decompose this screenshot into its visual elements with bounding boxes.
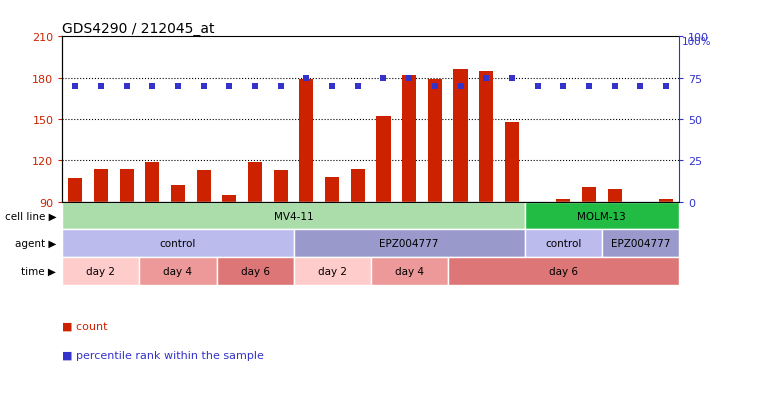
Point xyxy=(480,75,492,82)
Bar xyxy=(139,257,216,285)
Text: ■ count: ■ count xyxy=(62,321,108,331)
Bar xyxy=(68,179,82,202)
Bar xyxy=(454,70,467,202)
Bar xyxy=(294,230,524,257)
Bar xyxy=(196,171,211,202)
Point xyxy=(120,83,132,90)
Bar xyxy=(402,76,416,202)
Point xyxy=(352,83,364,90)
Point xyxy=(506,75,518,82)
Bar xyxy=(371,257,447,285)
Text: day 6: day 6 xyxy=(549,266,578,276)
Bar xyxy=(299,80,314,202)
Text: day 4: day 4 xyxy=(395,266,424,276)
Point xyxy=(326,83,338,90)
Point xyxy=(249,83,261,90)
Bar xyxy=(556,199,570,202)
Bar xyxy=(524,202,679,230)
Point xyxy=(531,83,543,90)
Text: day 2: day 2 xyxy=(87,266,116,276)
Point xyxy=(69,83,81,90)
Bar xyxy=(582,187,596,202)
Bar xyxy=(524,230,602,257)
Point xyxy=(198,83,210,90)
Bar xyxy=(62,230,294,257)
Text: day 6: day 6 xyxy=(240,266,269,276)
Point xyxy=(609,83,621,90)
Bar xyxy=(607,190,622,202)
Bar xyxy=(94,169,108,202)
Bar xyxy=(145,162,159,202)
Bar xyxy=(274,171,288,202)
Bar xyxy=(119,169,134,202)
Bar xyxy=(222,195,237,202)
Text: EPZ004777: EPZ004777 xyxy=(380,239,439,249)
Bar xyxy=(377,117,390,202)
Bar xyxy=(171,186,185,202)
Text: time ▶: time ▶ xyxy=(21,266,56,276)
Text: ■ percentile rank within the sample: ■ percentile rank within the sample xyxy=(62,350,264,360)
Point xyxy=(275,83,287,90)
Point xyxy=(377,75,390,82)
Point xyxy=(172,83,184,90)
Text: MOLM-13: MOLM-13 xyxy=(578,211,626,221)
Bar xyxy=(325,178,339,202)
Text: control: control xyxy=(545,239,581,249)
Point xyxy=(557,83,569,90)
Bar xyxy=(428,80,442,202)
Bar xyxy=(216,257,294,285)
Bar xyxy=(62,257,139,285)
Text: day 4: day 4 xyxy=(164,266,193,276)
Point xyxy=(428,83,441,90)
Bar xyxy=(447,257,679,285)
Bar xyxy=(479,71,493,202)
Text: EPZ004777: EPZ004777 xyxy=(610,239,670,249)
Point xyxy=(223,83,235,90)
Point xyxy=(634,83,646,90)
Bar xyxy=(62,202,524,230)
Point xyxy=(660,83,672,90)
Bar xyxy=(505,123,519,202)
Bar xyxy=(351,169,365,202)
Point xyxy=(146,83,158,90)
Bar xyxy=(659,199,673,202)
Bar xyxy=(294,257,371,285)
Point xyxy=(95,83,107,90)
Point xyxy=(403,75,416,82)
Text: day 2: day 2 xyxy=(317,266,346,276)
Point xyxy=(583,83,595,90)
Text: control: control xyxy=(160,239,196,249)
Bar xyxy=(248,162,262,202)
Text: cell line ▶: cell line ▶ xyxy=(5,211,56,221)
Text: agent ▶: agent ▶ xyxy=(15,239,56,249)
Point xyxy=(301,75,313,82)
Text: MV4-11: MV4-11 xyxy=(274,211,314,221)
Point xyxy=(454,83,466,90)
Bar xyxy=(602,230,679,257)
Text: GDS4290 / 212045_at: GDS4290 / 212045_at xyxy=(62,22,215,36)
Text: 100%: 100% xyxy=(682,37,712,47)
